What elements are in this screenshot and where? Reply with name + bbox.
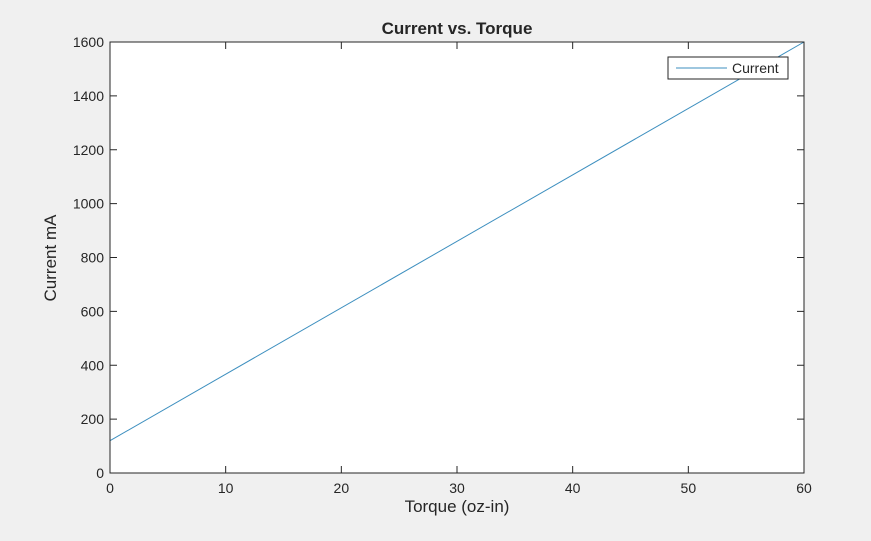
- legend: Current: [667, 56, 789, 80]
- legend-label: Current: [732, 60, 779, 76]
- y-tick-label: 0: [96, 465, 104, 481]
- y-tick-label: 1600: [73, 34, 104, 50]
- x-ticks: 0 10 20 30 40 50 60: [106, 42, 812, 496]
- y-tick-label: 1200: [73, 142, 104, 158]
- y-tick-label: 400: [81, 357, 105, 373]
- x-tick-label: 20: [334, 480, 350, 496]
- y-tick-label: 800: [81, 250, 105, 266]
- x-tick-label: 30: [449, 480, 465, 496]
- series-group: [109, 41, 805, 442]
- plot-area: [110, 42, 804, 473]
- x-tick-label: 0: [106, 480, 114, 496]
- x-tick-label: 50: [681, 480, 697, 496]
- x-tick-label: 40: [565, 480, 581, 496]
- plot-frame: [109, 41, 805, 474]
- x-axis-label: Torque (oz-in): [405, 497, 510, 516]
- y-axis-label: Current mA: [41, 214, 60, 302]
- y-tick-label: 200: [81, 411, 105, 427]
- series-line-current: [109, 41, 805, 442]
- y-tick-label: 1400: [73, 88, 104, 104]
- y-tick-label: 1000: [73, 196, 104, 212]
- y-ticks: 0 200 400 600 800 1000 1200 1400 1600: [73, 34, 804, 481]
- legend-box: [667, 56, 789, 80]
- chart-title: Current vs. Torque: [382, 19, 533, 38]
- y-tick-label: 600: [81, 303, 105, 319]
- x-tick-label: 60: [796, 480, 812, 496]
- x-tick-label: 10: [218, 480, 234, 496]
